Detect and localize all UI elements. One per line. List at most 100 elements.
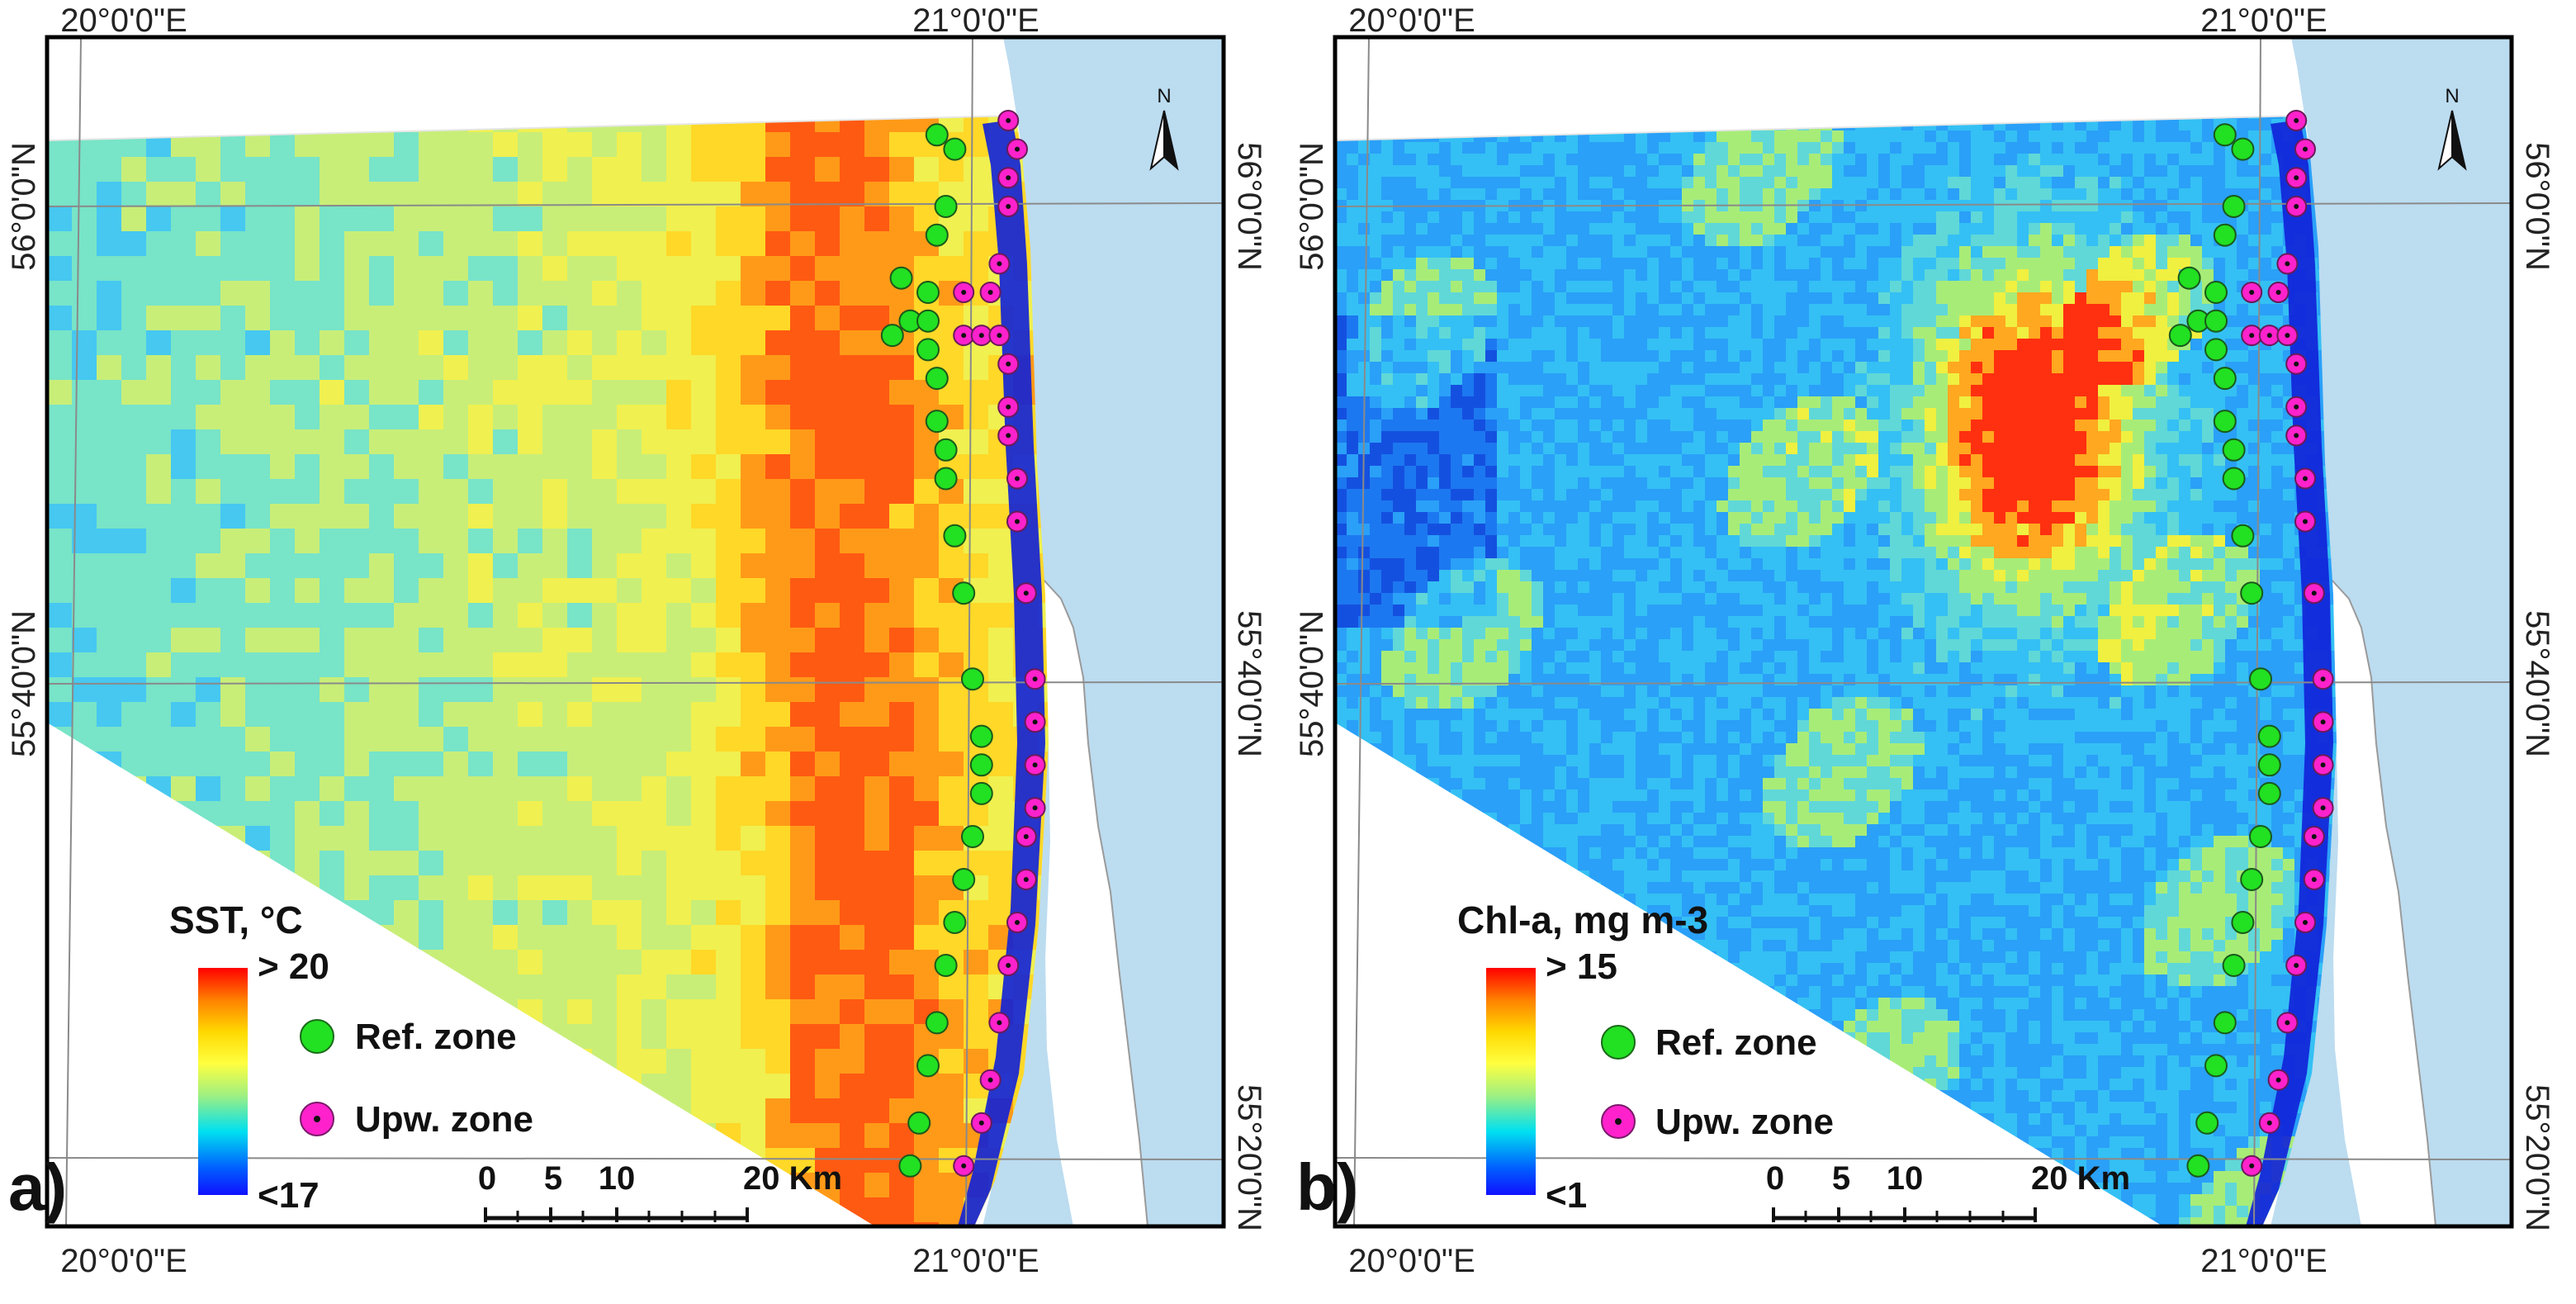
raster-cell xyxy=(1740,292,1752,305)
raster-cell xyxy=(1416,235,1428,247)
raster-cell xyxy=(889,702,915,728)
raster-cell xyxy=(2121,466,2133,478)
raster-cell xyxy=(1520,443,1532,455)
raster-cell xyxy=(2225,246,2237,258)
raster-cell xyxy=(468,900,494,926)
raster-cell xyxy=(2225,327,2237,339)
raster-cell xyxy=(468,504,494,529)
raster-cell xyxy=(1393,385,1405,397)
raster-cell xyxy=(1358,269,1371,282)
raster-cell xyxy=(889,652,915,678)
raster-cell xyxy=(146,578,172,604)
raster-cell xyxy=(2040,431,2053,443)
raster-cell xyxy=(2017,223,2029,235)
raster-cell xyxy=(1636,350,1648,363)
raster-cell xyxy=(840,974,865,1000)
raster-cell xyxy=(1774,339,1787,351)
raster-cell xyxy=(220,504,246,529)
raster-cell xyxy=(1740,373,1752,386)
raster-cell xyxy=(1867,292,1879,305)
raster-cell xyxy=(419,875,444,901)
raster-cell xyxy=(939,652,964,678)
raster-cell xyxy=(1393,142,1405,154)
raster-cell xyxy=(542,429,568,455)
raster-cell xyxy=(1404,292,1417,305)
raster-cell xyxy=(493,231,519,257)
raster-cell xyxy=(1670,154,1683,166)
raster-cell xyxy=(1578,246,1590,258)
raster-cell xyxy=(2052,431,2064,443)
raster-cell xyxy=(1844,154,1856,166)
raster-cell xyxy=(889,182,915,207)
raster-cell xyxy=(1451,431,1463,443)
raster-cell xyxy=(1936,454,1949,467)
raster-cell xyxy=(1809,235,1821,247)
raster-cell xyxy=(220,256,246,282)
raster-cell xyxy=(1925,223,1937,235)
raster-cell xyxy=(889,479,915,505)
raster-cell xyxy=(1890,339,1902,351)
raster-cell xyxy=(840,454,865,480)
raster-cell xyxy=(2167,477,2180,490)
raster-cell xyxy=(1682,223,1694,235)
raster-cell xyxy=(567,380,593,405)
raster-cell xyxy=(1647,420,1660,432)
raster-cell xyxy=(468,479,494,505)
raster-cell xyxy=(1994,177,2006,189)
raster-cell xyxy=(1485,177,1498,189)
raster-cell xyxy=(493,330,519,356)
raster-cell xyxy=(220,479,246,505)
raster-cell xyxy=(1913,142,1925,154)
raster-cell xyxy=(2121,235,2133,247)
raster-cell xyxy=(493,256,519,282)
ref-zone-point xyxy=(935,955,957,976)
raster-cell xyxy=(765,974,791,1000)
raster-cell xyxy=(1474,408,1486,420)
raster-cell xyxy=(592,454,618,480)
raster-cell xyxy=(1809,362,1821,374)
raster-cell xyxy=(1763,223,1775,235)
raster-cell xyxy=(1786,454,1798,467)
raster-cell xyxy=(964,628,989,653)
raster-cell xyxy=(1809,489,1821,501)
raster-cell xyxy=(2156,223,2168,235)
raster-cell xyxy=(716,429,741,455)
raster-cell xyxy=(741,231,766,257)
raster-cell xyxy=(1925,362,1937,374)
raster-cell xyxy=(2133,315,2145,328)
raster-cell xyxy=(1728,246,1740,258)
raster-cell xyxy=(914,603,940,628)
raster-cell xyxy=(1844,327,1856,339)
raster-cell xyxy=(2005,396,2018,409)
raster-cell xyxy=(1844,396,1856,409)
raster-cell xyxy=(1913,420,1925,432)
raster-cell xyxy=(1751,315,1764,328)
raster-cell xyxy=(988,628,1014,653)
raster-cell xyxy=(468,157,494,183)
raster-cell xyxy=(567,132,593,158)
raster-cell xyxy=(716,677,741,703)
raster-cell xyxy=(2075,327,2087,339)
raster-cell xyxy=(1543,327,1556,339)
raster-cell xyxy=(518,355,543,381)
raster-cell xyxy=(592,677,618,703)
raster-cell xyxy=(765,727,791,752)
raster-cell xyxy=(1763,142,1775,154)
raster-cell xyxy=(815,256,841,282)
raster-cell xyxy=(1520,339,1532,351)
raster-cell xyxy=(1705,235,1717,247)
raster-cell xyxy=(1878,385,1891,397)
raster-cell xyxy=(1601,269,1613,282)
raster-cell xyxy=(1601,292,1613,305)
raster-cell xyxy=(2237,373,2249,386)
raster-cell xyxy=(2202,246,2214,258)
raster-cell xyxy=(1878,454,1891,467)
raster-cell xyxy=(542,851,568,876)
raster-cell xyxy=(2017,177,2029,189)
raster-cell xyxy=(716,652,741,678)
raster-cell xyxy=(1797,142,1810,154)
raster-cell xyxy=(1751,489,1764,501)
raster-cell xyxy=(1971,315,1983,328)
raster-cell xyxy=(1381,269,1394,282)
raster-cell xyxy=(2144,385,2157,397)
